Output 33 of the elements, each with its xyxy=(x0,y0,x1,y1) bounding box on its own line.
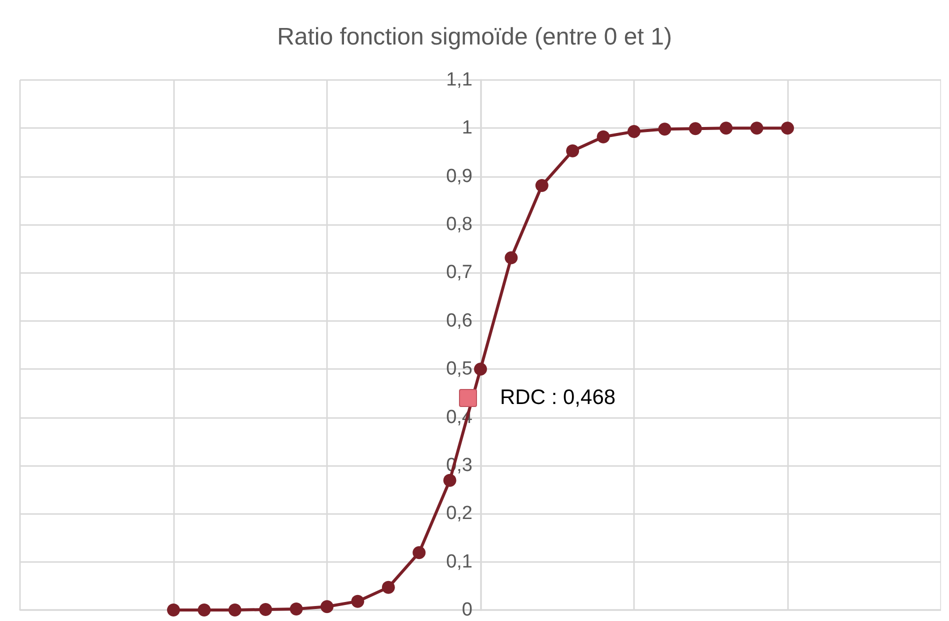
y-tick-label: 0,1 xyxy=(446,551,472,572)
y-tick-label: 0,5 xyxy=(446,358,472,380)
y-tick-label: 0,8 xyxy=(446,214,472,236)
point xyxy=(290,602,303,616)
point xyxy=(535,179,548,192)
y-tick-label: 1 xyxy=(462,118,472,139)
point xyxy=(198,604,211,616)
y-tick-label: 0 xyxy=(462,600,472,620)
point xyxy=(566,144,580,158)
point xyxy=(628,125,640,138)
annotation: RDC : 0,468 xyxy=(500,385,616,411)
point xyxy=(382,580,395,594)
point xyxy=(504,251,518,264)
chart-title: Ratio fonction sigmoïde (entre 0 et 1) xyxy=(277,24,672,50)
point xyxy=(259,603,272,616)
point xyxy=(688,122,702,136)
point xyxy=(412,546,426,560)
point xyxy=(228,604,242,616)
y-tick-label: 1,1 xyxy=(446,70,472,90)
point xyxy=(781,122,794,135)
point xyxy=(320,600,334,614)
y-tick-label: 0,6 xyxy=(446,310,472,332)
point xyxy=(351,594,364,608)
point xyxy=(474,362,487,376)
point xyxy=(750,122,764,135)
point xyxy=(167,604,180,616)
y-tick-label: 0,2 xyxy=(446,503,472,524)
point xyxy=(443,474,456,487)
point xyxy=(596,130,610,144)
point xyxy=(720,122,733,135)
y-tick-label: 0,7 xyxy=(446,262,472,284)
y-tick-label: 0,9 xyxy=(446,166,472,187)
point xyxy=(658,122,672,136)
